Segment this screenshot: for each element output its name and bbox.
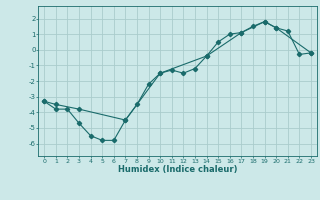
X-axis label: Humidex (Indice chaleur): Humidex (Indice chaleur): [118, 165, 237, 174]
